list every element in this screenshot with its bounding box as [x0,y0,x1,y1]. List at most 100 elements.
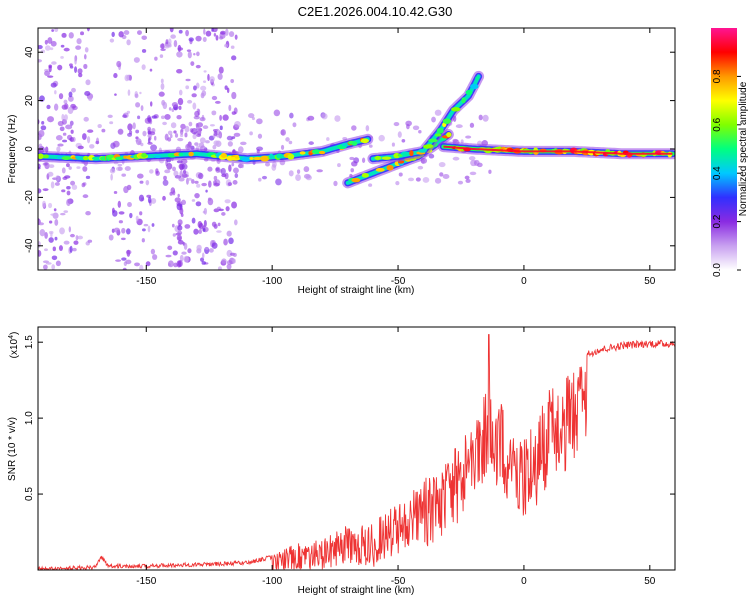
heatmap-speckle [60,44,65,48]
heatmap-speckle [46,104,51,110]
heatmap-speckle [128,74,132,81]
heatmap-speckle [368,183,373,187]
heatmap-peak [351,141,358,146]
heatmap-speckle [137,30,142,35]
heatmap-speckle [219,125,223,131]
heatmap-speckle [234,219,238,226]
heatmap-speckle [139,211,143,216]
heatmap-speckle [223,238,228,246]
heatmap-speckle [204,246,209,250]
heatmap-speckle [225,206,230,212]
heatmap-speckle [57,64,63,71]
heatmap-speckle [134,93,139,99]
heatmap-speckle [207,197,212,201]
heatmap-speckle [199,116,206,122]
heatmap-speckle [177,239,184,245]
heatmap-speckle [185,29,189,37]
heatmap-speckle [422,177,430,183]
heatmap-speckle [227,141,233,147]
heatmap-speckle [58,245,63,251]
heatmap-speckle [205,140,210,144]
heatmap-speckle [44,70,51,77]
heatmap-peak [318,150,326,155]
heatmap-speckle [170,122,177,129]
heatmap-speckle [68,166,72,170]
heatmap-speckle [224,199,231,204]
heatmap-speckle [203,28,206,35]
heatmap-speckle [275,178,282,186]
heatmap-speckle [226,263,232,270]
heatmap-peak [360,138,369,144]
heatmap-speckle [368,144,373,148]
heatmap-speckle [50,40,57,47]
heatmap-peak [386,164,394,171]
colorbar-tick-label: 0.8 [712,69,723,83]
heatmap-speckle [308,141,314,145]
heatmap-speckle [295,174,301,182]
heatmap-speckle [167,130,173,136]
heatmap-speckle [187,51,192,59]
snr-multiplier-close: ) [9,332,20,335]
heatmap-speckle [464,175,470,180]
heatmap-peak [287,153,295,160]
heatmap-speckle [213,140,219,146]
heatmap-speckle [151,223,155,227]
heatmap-peak [451,107,461,112]
heatmap-speckle [231,91,237,100]
heatmap-speckle [60,55,64,59]
heatmap-speckle [185,85,190,90]
heatmap-speckle [226,87,230,94]
y-tick-label: 0.5 [24,487,35,501]
heatmap-speckle [417,165,424,170]
heatmap-speckle [61,113,65,121]
heatmap-speckle [42,162,48,166]
heatmap-speckle [207,73,210,82]
snr-x-label: Height of straight line (km) [298,585,415,596]
heatmap-speckle [240,141,247,146]
heatmap-speckle [415,177,421,182]
heatmap-speckle [147,141,153,145]
snr-plot-area [38,327,675,570]
heatmap-speckle [139,264,144,270]
heatmap-speckle [66,198,71,207]
heatmap-speckle [183,242,188,250]
heatmap-speckle [351,125,357,131]
heatmap-speckle [63,47,70,52]
heatmap-speckle [76,38,82,45]
heatmap-speckle [170,34,176,39]
heatmap-speckle [43,264,48,270]
heatmap-speckle [280,129,285,136]
x-tick-label: 50 [644,576,656,587]
heatmap-speckle [115,259,122,262]
heatmap-speckle [203,219,207,228]
figure-title: C2E1.2026.004.10.42.G30 [298,4,453,19]
heatmap-speckle [488,169,492,174]
heatmap-speckle [147,133,152,138]
heatmap-speckle [217,73,223,80]
heatmap-speckle [202,228,206,232]
heatmap-speckle [162,121,167,126]
heatmap-speckle [59,126,65,132]
heatmap-speckle [224,43,229,48]
heatmap-speckle [221,258,227,264]
heatmap-speckle [48,202,53,209]
heatmap-speckle [62,132,67,136]
heatmap-speckle [127,89,131,96]
heatmap-speckle [108,234,114,241]
heatmap-speckle [71,184,78,190]
heatmap-speckle [135,215,139,222]
heatmap-speckle [41,120,45,125]
heatmap-speckle [64,175,71,179]
heatmap-speckle [169,28,174,33]
heatmap-peak [465,89,473,96]
heatmap-speckle [181,163,188,170]
heatmap-speckle [126,39,131,46]
heatmap-speckle [468,156,476,161]
heatmap-speckle [177,225,183,231]
heatmap-speckle [50,213,57,216]
heatmap-speckle [142,130,147,137]
heatmap-speckle [162,101,168,110]
heatmap-speckle [38,163,41,169]
y-tick-label: 40 [24,46,35,58]
heatmap-speckle [205,189,208,193]
